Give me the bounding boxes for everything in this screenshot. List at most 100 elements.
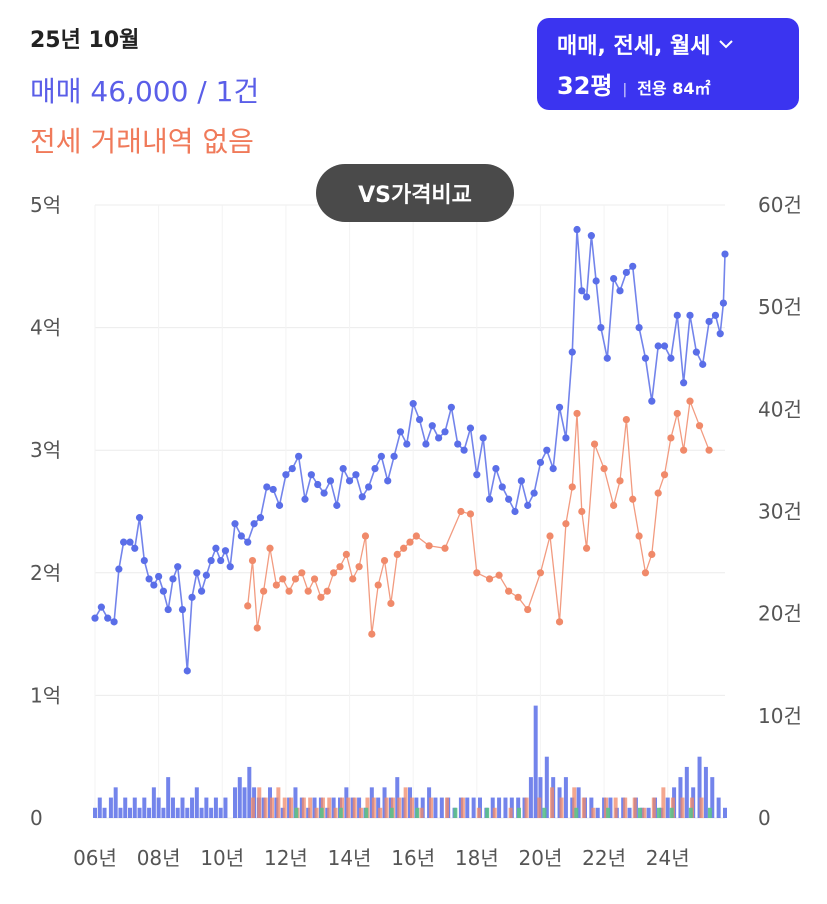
x-tick-label: 08년 [137, 846, 181, 870]
jeonse-volume-bar [419, 807, 424, 818]
sale-price-point [197, 587, 206, 595]
sale-volume-bar [710, 777, 715, 818]
sale-volume-bar [128, 807, 132, 818]
sale-volume-bar [137, 807, 142, 818]
sale-price-point [269, 485, 277, 494]
sale-volume-bar [627, 807, 632, 818]
jeonse-price-point [279, 575, 287, 583]
sale-price-point [629, 262, 637, 270]
sale-price-point [597, 324, 605, 332]
jeonse-price-point [686, 397, 694, 405]
sale-price-point [705, 317, 713, 326]
monthly-volume-bar [294, 807, 299, 818]
sale-volume-bar [218, 807, 223, 818]
sale-volume-bar [161, 807, 166, 818]
sale-volume-bar [465, 797, 470, 818]
sale-price-point [568, 348, 576, 356]
sale-volume-bar [533, 705, 538, 818]
jeonse-price-point [667, 434, 675, 442]
sale-price-point [115, 565, 123, 573]
monthly-volume-bar [606, 807, 611, 818]
jeonse-volume-bar [263, 797, 268, 818]
area-separator: | [622, 82, 628, 98]
sale-price-point [699, 360, 707, 368]
sale-price-point [145, 575, 153, 583]
monthly-volume-bar [364, 807, 369, 818]
sale-price-point [202, 571, 210, 579]
sale-price-point [719, 299, 728, 307]
jeonse-volume-bar [537, 797, 542, 818]
jeonse-price-point [387, 599, 395, 608]
jeonse-volume-bar [445, 797, 449, 818]
jeonse-price-point [368, 630, 376, 638]
y-left-tick-label: 5억 [30, 193, 61, 217]
sale-price-point [188, 593, 196, 601]
sale-volume-bar [439, 797, 444, 818]
jeonse-price-point [514, 593, 522, 601]
sale-price-point [498, 483, 506, 491]
sale-price-point [250, 520, 258, 528]
jeonse-price-point [562, 520, 570, 528]
sale-price-point [333, 501, 341, 509]
sale-volume-bar [471, 797, 476, 818]
x-tick-label: 24년 [646, 846, 690, 870]
sale-price-point [447, 403, 455, 411]
jeonse-price-point [536, 569, 545, 577]
vs-price-compare-button[interactable]: VS가격비교 [316, 164, 514, 222]
area-pyeong: 32평 [557, 72, 613, 100]
sale-price-point [524, 501, 532, 509]
jeonse-price-point [244, 602, 252, 610]
jeonse-price-point [330, 569, 338, 577]
sale-volume-bar [608, 797, 613, 818]
sale-price-point [126, 538, 134, 546]
jeonse-volume-bar [651, 797, 656, 818]
jeonse-volume-bar [410, 797, 414, 818]
jeonse-volume-bar [403, 787, 408, 818]
sale-price-point [441, 428, 449, 436]
sale-price-point [686, 311, 694, 319]
jeonse-volume-bar [460, 797, 465, 818]
jeonse-price-point [310, 575, 319, 583]
jeonse-volume-bar [680, 797, 685, 818]
sale-volume-bar [293, 787, 298, 818]
jeonse-price-point [473, 569, 481, 577]
sale-price-point [207, 556, 215, 565]
sale-price-point [622, 268, 630, 277]
sale-price-point [104, 614, 112, 622]
sale-price-point [358, 493, 366, 501]
jeonse-volume-bar [524, 797, 529, 818]
jeonse-volume-bar [508, 807, 513, 818]
sale-price-point [217, 556, 225, 565]
y-left-tick-label: 2억 [30, 561, 61, 585]
sale-volume-bar [503, 797, 508, 818]
trade-filter-dropdown[interactable]: 매매, 전세, 월세 32평 | 전용 84㎡ [537, 18, 799, 110]
jeonse-price-point [317, 593, 325, 601]
jeonse-volume-bar [314, 807, 319, 818]
jeonse-price-point [654, 489, 662, 497]
sale-price-point [616, 287, 624, 295]
jeonse-volume-bar [559, 797, 564, 818]
sale-price-point [314, 480, 322, 489]
sale-price-point [428, 422, 436, 430]
sale-price-point [667, 354, 675, 362]
x-tick-label: 18년 [455, 846, 499, 870]
sale-price-point [485, 495, 494, 503]
sale-price-point [377, 452, 385, 460]
jeonse-price-point [524, 605, 532, 614]
sale-volume-bar [147, 807, 152, 818]
jeonse-price-point [573, 409, 581, 418]
sale-price-point [716, 330, 724, 338]
y-right-tick-label: 50건 [758, 295, 802, 319]
jeonse-price-point [406, 538, 414, 546]
sale-price-point [183, 667, 191, 675]
monthly-volume-bar [415, 807, 420, 818]
sale-price-point [212, 544, 220, 552]
sale-volume-bar [544, 756, 549, 818]
sale-price-point [692, 348, 700, 356]
jeonse-volume-bar [333, 807, 338, 818]
sale-volume-bar [93, 807, 97, 818]
sale-price-point [244, 538, 252, 546]
sale-price-point [555, 403, 564, 411]
jeonse-price-point [272, 581, 280, 589]
jeonse-price-point [380, 556, 389, 565]
